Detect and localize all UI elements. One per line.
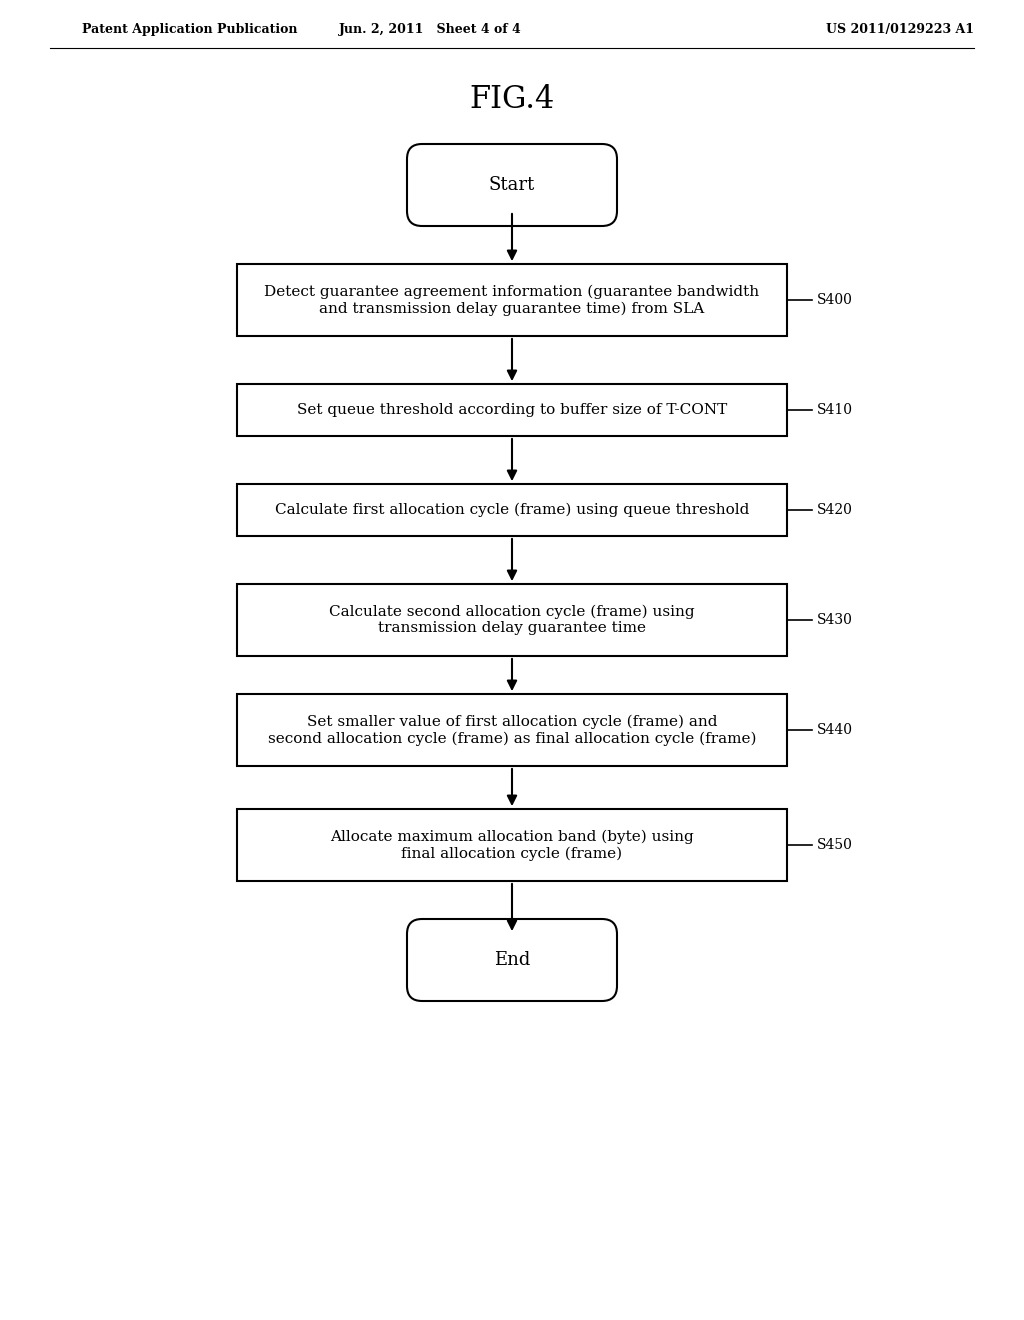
Text: US 2011/0129223 A1: US 2011/0129223 A1: [826, 24, 974, 37]
Text: S450: S450: [817, 838, 853, 851]
Text: S440: S440: [817, 723, 853, 737]
Text: S400: S400: [817, 293, 853, 308]
Text: Allocate maximum allocation band (byte) using
final allocation cycle (frame): Allocate maximum allocation band (byte) …: [330, 829, 694, 861]
Text: S430: S430: [817, 612, 853, 627]
Text: Calculate second allocation cycle (frame) using
transmission delay guarantee tim: Calculate second allocation cycle (frame…: [329, 605, 695, 635]
Text: Jun. 2, 2011   Sheet 4 of 4: Jun. 2, 2011 Sheet 4 of 4: [339, 24, 521, 37]
FancyBboxPatch shape: [407, 919, 617, 1001]
Bar: [237, 384, 787, 436]
Bar: [237, 694, 787, 766]
Text: S410: S410: [817, 403, 853, 417]
Bar: [237, 264, 787, 337]
FancyBboxPatch shape: [407, 144, 617, 226]
Bar: [237, 484, 787, 536]
Bar: [237, 809, 787, 880]
Text: FIG.4: FIG.4: [469, 84, 555, 116]
Text: Calculate first allocation cycle (frame) using queue threshold: Calculate first allocation cycle (frame)…: [274, 503, 750, 517]
Text: End: End: [494, 950, 530, 969]
Text: Start: Start: [488, 176, 536, 194]
Text: Patent Application Publication: Patent Application Publication: [82, 24, 298, 37]
Text: Detect guarantee agreement information (guarantee bandwidth
and transmission del: Detect guarantee agreement information (…: [264, 285, 760, 315]
Bar: [237, 583, 787, 656]
Text: S420: S420: [817, 503, 853, 517]
Text: Set queue threshold according to buffer size of T-CONT: Set queue threshold according to buffer …: [297, 403, 727, 417]
Text: Set smaller value of first allocation cycle (frame) and
second allocation cycle : Set smaller value of first allocation cy…: [267, 714, 757, 746]
